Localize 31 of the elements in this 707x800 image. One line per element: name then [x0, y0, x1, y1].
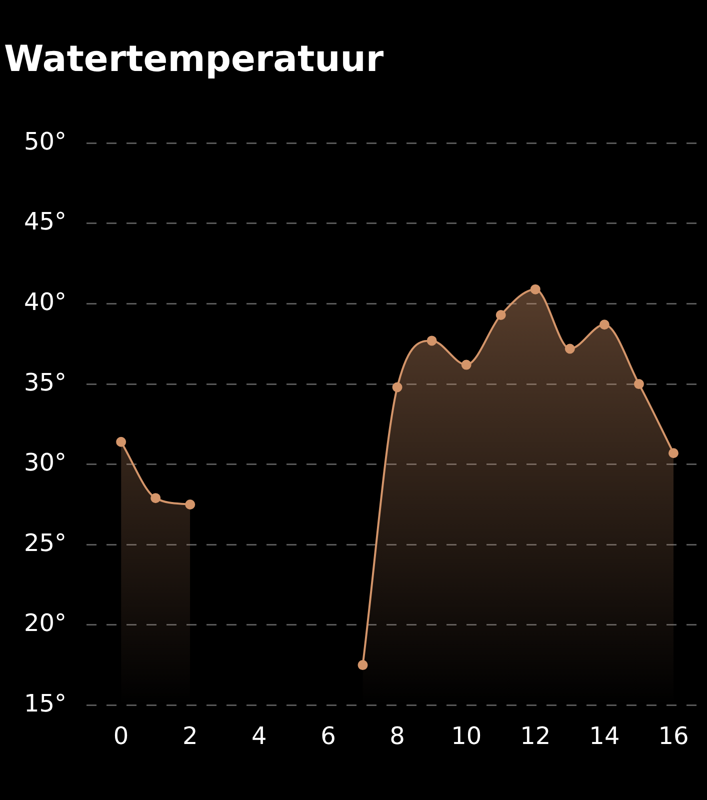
- point: [116, 436, 126, 447]
- point: [496, 310, 506, 320]
- point: [392, 382, 402, 392]
- y-tick-label: 25°: [24, 528, 67, 557]
- y-tick-label: 45°: [24, 208, 67, 236]
- point: [599, 320, 610, 330]
- x-tick-label: 12: [520, 722, 551, 750]
- point: [530, 284, 540, 294]
- y-tick-label: 30°: [24, 448, 67, 477]
- x-tick-label: 10: [451, 722, 482, 750]
- x-tick-label: 14: [589, 722, 620, 750]
- x-tick-label: 16: [658, 722, 689, 750]
- point: [426, 336, 437, 346]
- y-tick-label: 15°: [24, 689, 67, 718]
- point: [461, 360, 472, 370]
- chart-title: Watertemperatuur: [4, 38, 384, 80]
- x-tick-label: 6: [320, 722, 336, 750]
- x-tick-label: 0: [113, 722, 129, 750]
- y-tick-label: 35°: [24, 368, 67, 396]
- point: [668, 448, 678, 458]
- y-tick-label: 20°: [24, 609, 67, 638]
- point: [150, 493, 161, 504]
- point: [634, 379, 644, 390]
- point: [358, 660, 368, 670]
- y-tick-label: 40°: [24, 288, 67, 316]
- x-tick-label: 8: [390, 722, 405, 750]
- x-tick-label: 4: [252, 722, 267, 750]
- point: [185, 499, 196, 510]
- y-tick-label: 50°: [24, 127, 67, 156]
- point: [564, 344, 575, 354]
- x-tick-label: 2: [182, 722, 198, 750]
